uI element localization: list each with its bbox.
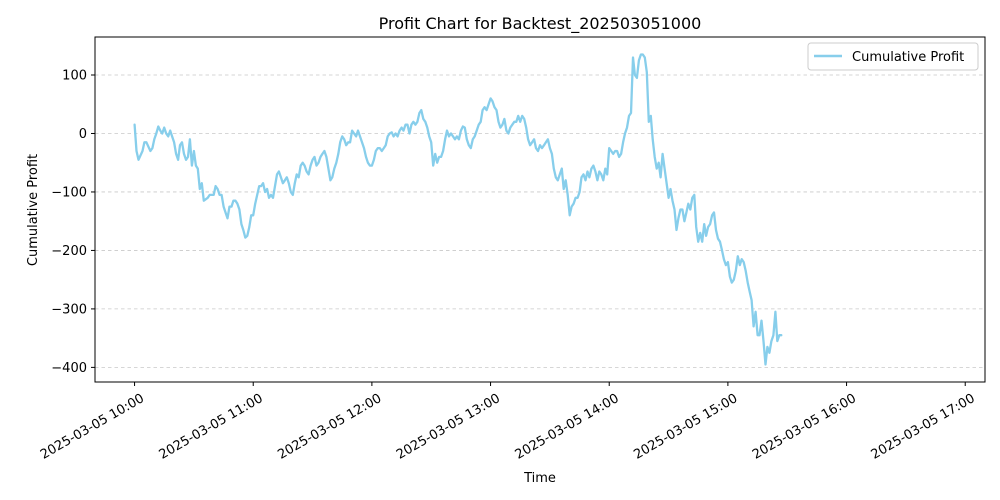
y-axis: 100 0 −100 −200 −300 −400 bbox=[51, 69, 95, 376]
legend: Cumulative Profit bbox=[807, 42, 979, 71]
series-line bbox=[133, 53, 783, 366]
y-tick-label: −400 bbox=[51, 361, 87, 376]
plot-frame bbox=[94, 36, 986, 383]
y-tick-label: −200 bbox=[51, 244, 87, 259]
x-axis-title: Time bbox=[523, 471, 556, 486]
y-tick-label: −300 bbox=[51, 302, 87, 317]
y-axis-title: Cumulative Profit bbox=[26, 154, 41, 266]
y-tick-label: 0 bbox=[79, 127, 87, 142]
grid-layer bbox=[95, 74, 985, 368]
series-layer bbox=[133, 53, 783, 366]
y-tick-label: −100 bbox=[51, 185, 87, 200]
legend-box bbox=[807, 42, 979, 71]
y-tick-label: 100 bbox=[62, 69, 87, 84]
legend-label: Cumulative Profit bbox=[852, 50, 964, 65]
chart-title: Profit Chart for Backtest_202503051000 bbox=[379, 14, 702, 34]
